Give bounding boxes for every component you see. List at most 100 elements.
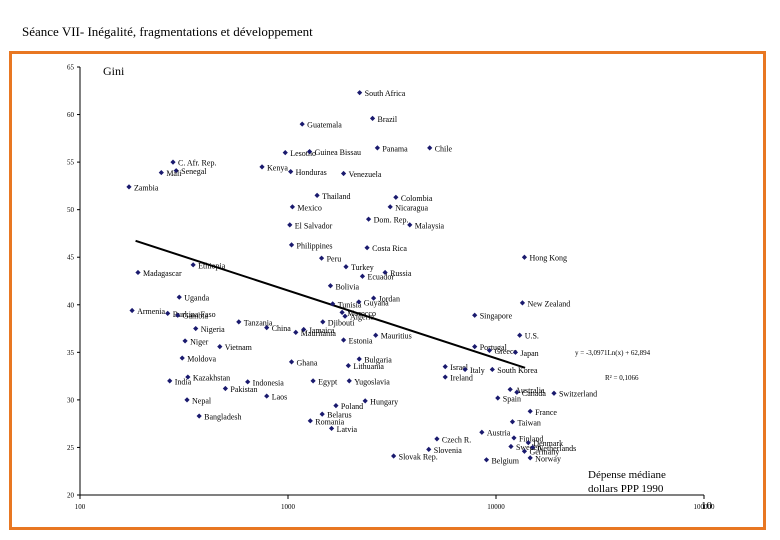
point-armenia: Armenia <box>129 307 166 316</box>
point-singapore: Singapore <box>472 312 513 321</box>
point-south-africa: South Africa <box>357 89 406 98</box>
point-marker-morocco <box>339 309 345 315</box>
point-label-djibouti: Djibouti <box>328 318 355 327</box>
point-label-pakistan: Pakistan <box>230 385 257 394</box>
point-nicaragua: Nicaragua <box>387 203 429 212</box>
point-label-uganda: Uganda <box>184 294 209 303</box>
point-marker-burkina-faso <box>165 310 171 316</box>
point-marker-hong-kong <box>521 254 528 260</box>
point-label-guatemala: Guatemala <box>307 121 342 130</box>
point-ireland: Ireland <box>442 374 473 383</box>
point-marker-bolivia <box>327 283 334 289</box>
point-marker-guatemala <box>299 121 305 127</box>
point-label-ecuador: Ecuador <box>367 273 394 282</box>
point-marker-c-afr-rep <box>170 159 176 165</box>
point-marker-pakistan <box>222 385 228 392</box>
point-label-tanzania: Tanzania <box>244 318 273 327</box>
point-label-taiwan: Taiwan <box>517 418 540 427</box>
point-label-jamaica: Jamaica <box>309 326 335 335</box>
x-ticks: 100 1000 10000 100000 <box>75 495 715 511</box>
point-marker-nigeria <box>193 325 199 332</box>
y-tick-label-45: 45 <box>67 254 75 262</box>
point-marker-south-africa <box>357 90 363 96</box>
page-number: 10 <box>701 500 713 512</box>
point-marker-spain <box>495 395 501 401</box>
point-marker-bangladesh <box>196 413 202 419</box>
point-ghana: Ghana <box>288 358 318 367</box>
point-poland: Poland <box>333 402 363 411</box>
point-label-australia: Australia <box>515 386 545 395</box>
point-marker-france <box>527 408 533 414</box>
point-marker-dom-rep <box>365 216 372 222</box>
y-ticks: 20 25 30 35 40 45 50 55 60 65 <box>67 64 80 500</box>
point-label-bulgaria: Bulgaria <box>364 355 392 364</box>
point-marker-niger <box>182 338 188 344</box>
point-marker-israel <box>442 364 448 370</box>
point-gambia: Gambia <box>175 312 208 321</box>
point-marker-armenia <box>129 307 135 314</box>
point-label-germany: Germany <box>529 448 559 457</box>
point-label-mauritius: Mauritius <box>381 332 412 341</box>
point-marker-laos <box>264 393 270 399</box>
point-label-panama: Panama <box>382 144 408 153</box>
point-mauritius: Mauritius <box>373 332 412 341</box>
point-marker-germany <box>521 448 528 454</box>
point-marker-south-korea <box>489 366 495 373</box>
point-label-thailand: Thailand <box>322 192 350 201</box>
point-finland: Finland <box>511 434 543 443</box>
point-marker-tanzania <box>236 319 242 325</box>
point-latvia: Latvia <box>328 425 358 434</box>
x-tick-label-100: 100 <box>75 503 86 511</box>
point-label-spain: Spain <box>503 394 521 403</box>
point-guinea-bissau: Guinea Bissau <box>306 148 361 157</box>
point-label-israel: Israel <box>450 363 469 372</box>
point-el-salvador: El Salvador <box>287 221 333 230</box>
data-points: South Africa Brazil Guatemala Panama Chile Le… <box>126 89 597 465</box>
point-label-algeria: Algeria <box>350 313 374 322</box>
y-axis-label: Gini <box>103 64 125 78</box>
point-israel: Israel <box>442 363 469 372</box>
point-label-jordan: Jordan <box>379 295 400 304</box>
point-honduras: Honduras <box>288 168 327 177</box>
point-turkey: Turkey <box>343 263 374 272</box>
point-marker-honduras <box>288 169 294 175</box>
point-marker-mali <box>158 169 164 176</box>
point-chile: Chile <box>427 144 452 153</box>
point-tanzania: Tanzania <box>236 318 273 327</box>
point-marker-guinea-bissau <box>306 149 313 155</box>
point-marker-switzerland <box>551 390 557 396</box>
point-label-laos: Laos <box>272 393 288 402</box>
point-marker-u-s <box>517 332 523 338</box>
point-marker-poland <box>333 402 339 409</box>
point-label-colombia: Colombia <box>401 194 433 203</box>
point-label-france: France <box>535 408 557 417</box>
point-label-mauritania: Mauritania <box>301 329 337 338</box>
point-marker-yugoslavia <box>346 378 352 384</box>
point-marker-czech-r <box>434 436 440 442</box>
point-marker-mexico <box>289 204 296 210</box>
point-label-greece: Greece <box>494 347 517 356</box>
point-label-nepal: Nepal <box>192 396 212 405</box>
point-label-ghana: Ghana <box>297 358 318 367</box>
point-marker-venezuela <box>340 170 347 177</box>
point-label-indonesia: Indonesia <box>253 378 285 387</box>
point-denmark: Denmark <box>525 439 563 448</box>
point-label-c-afr-rep: C. Afr. Rep. <box>178 159 216 168</box>
point-nigeria: Nigeria <box>193 325 225 334</box>
point-burkina-faso: Burkina Faso <box>165 310 216 319</box>
point-label-nigeria: Nigeria <box>201 325 225 334</box>
point-netherlands: Netherlands <box>530 444 576 453</box>
point-marker-mauritania <box>293 329 299 335</box>
point-portugal: Portugal <box>472 343 508 352</box>
point-label-switzerland: Switzerland <box>559 390 597 399</box>
point-hungary: Hungary <box>362 397 398 406</box>
point-vietnam: Vietnam <box>217 343 253 352</box>
point-uganda: Uganda <box>176 294 210 303</box>
point-label-latvia: Latvia <box>337 425 358 434</box>
point-sweden: Sweden <box>508 443 541 452</box>
point-marker-indonesia <box>245 379 251 385</box>
regression-equation: y = -3,0971Ln(x) + 62,894 <box>575 349 651 357</box>
point-label-canada: Canada <box>522 389 546 398</box>
point-morocco: Morocco <box>339 309 376 318</box>
point-marker-estonia <box>340 337 347 343</box>
